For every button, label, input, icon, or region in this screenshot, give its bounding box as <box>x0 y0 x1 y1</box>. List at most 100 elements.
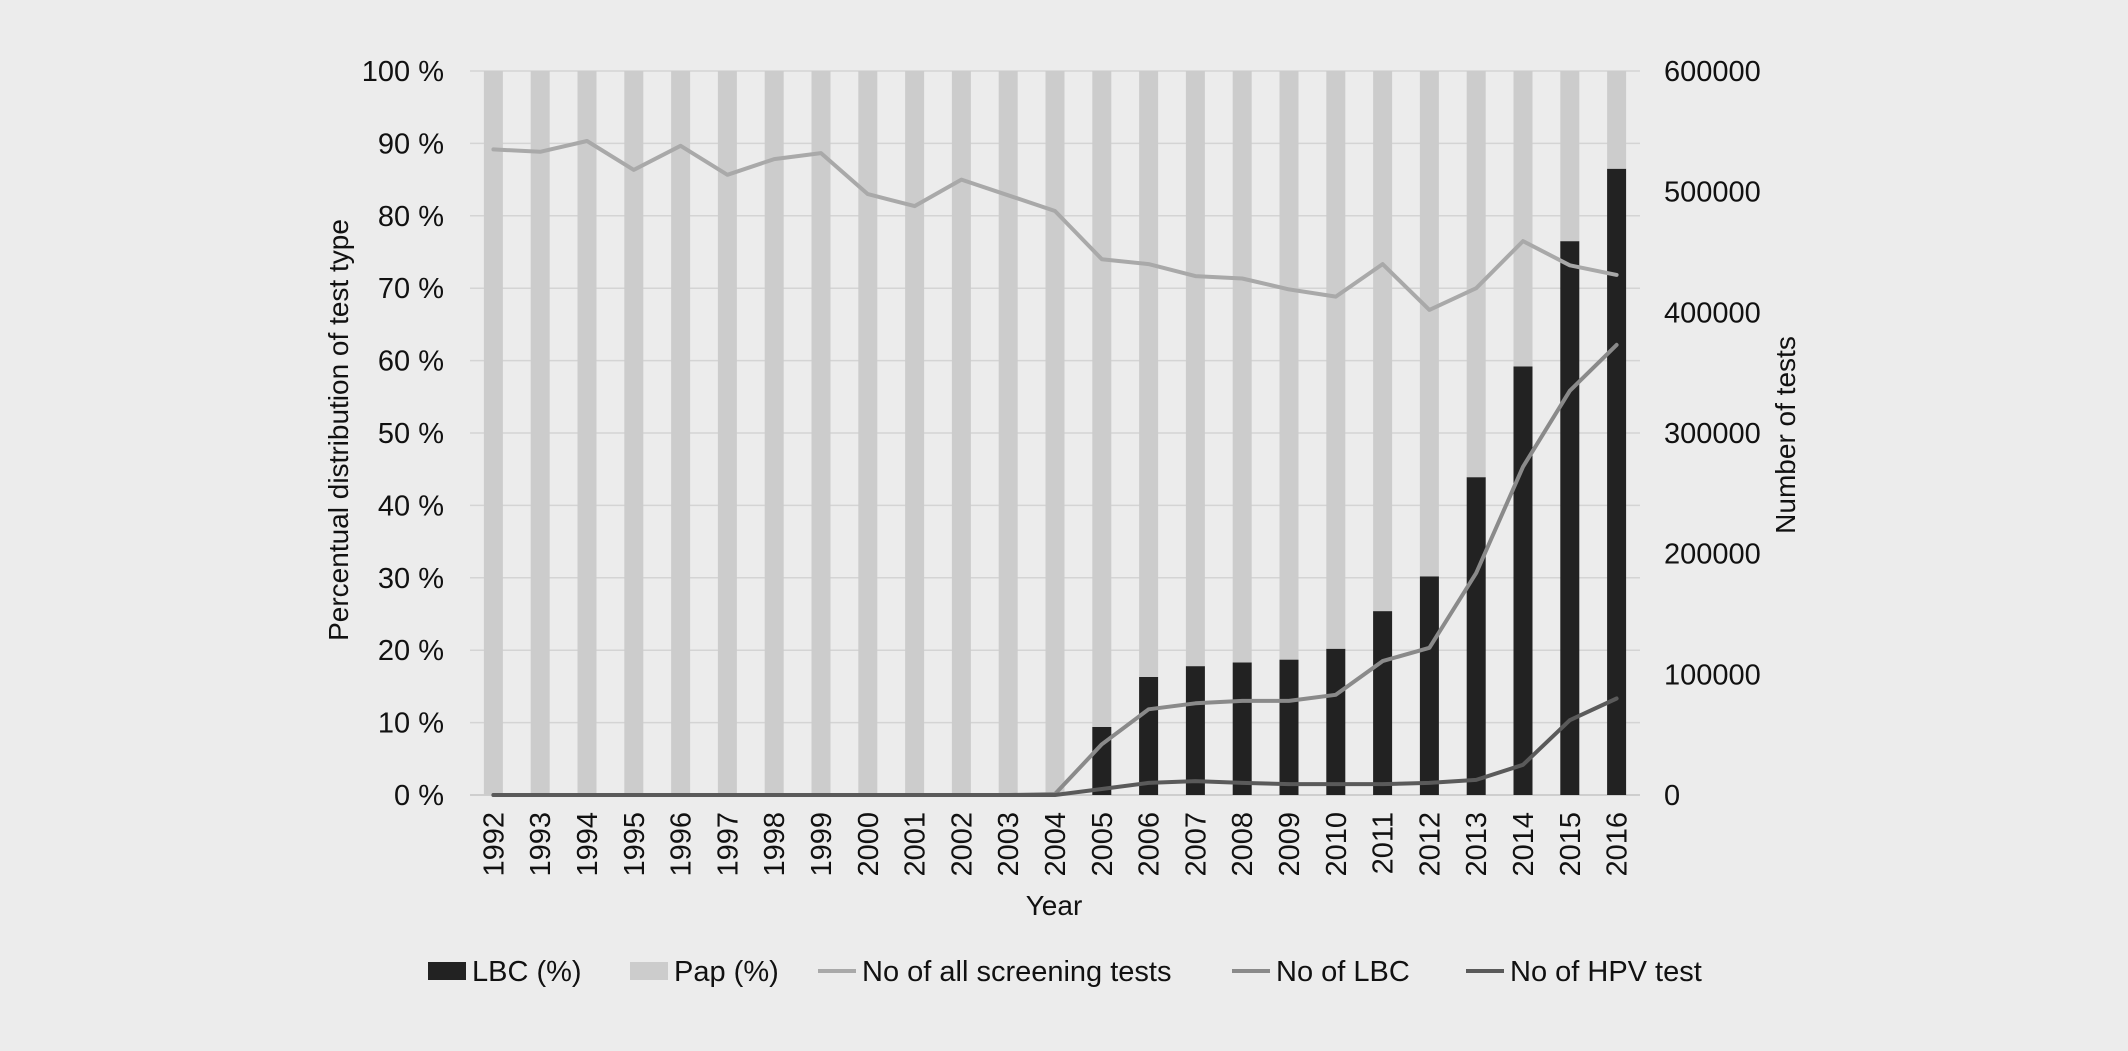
legend-label: No of LBC <box>1276 956 1410 988</box>
legend-swatch <box>630 962 668 980</box>
y-tick-label: 0 % <box>394 780 444 812</box>
bar-pap-2009 <box>1279 71 1299 660</box>
left-axis-ticks: 0 % 10 % 20 % 30 % 40 % 50 % 60 % 70 % 80 % 90 % 1… <box>362 56 444 812</box>
bar-pap-2005 <box>1092 71 1112 727</box>
bar-lbc-2006 <box>1139 676 1159 795</box>
bar-pap-2000 <box>858 71 878 795</box>
y-tick-label: 50 % <box>378 418 444 450</box>
y-axis-title: Percentual distribution of test type <box>323 219 354 641</box>
bar-pap-2001 <box>905 71 925 795</box>
y-tick-label: 60 % <box>378 346 444 378</box>
x-tick-label: 1997 <box>712 812 744 877</box>
bar-pap-2013 <box>1466 71 1486 478</box>
bar-pap-1994 <box>577 71 597 795</box>
y-tick-label: 40 % <box>378 490 444 522</box>
bar-lbc-2011 <box>1373 611 1393 795</box>
legend-label: LBC (%) <box>472 956 582 988</box>
x-tick-label: 1999 <box>806 812 838 877</box>
legend-item: No of HPV test <box>1466 956 1702 988</box>
x-tick-label: 2011 <box>1368 812 1400 874</box>
bar-pap-2006 <box>1139 71 1159 677</box>
x-tick-label: 1996 <box>666 812 698 877</box>
y2-axis-title: Number of tests <box>1770 336 1801 534</box>
x-tick-label: 1993 <box>525 812 557 877</box>
bar-layer <box>483 71 1627 796</box>
bar-pap-2011 <box>1373 71 1393 612</box>
bar-pap-1999 <box>811 71 831 795</box>
y2-tick-label: 100000 <box>1664 659 1761 691</box>
bar-lbc-2013 <box>1466 477 1486 795</box>
legend-label: Pap (%) <box>674 956 779 988</box>
bar-lbc-2016 <box>1607 168 1627 796</box>
bar-pap-2016 <box>1607 71 1627 169</box>
legend-label: No of HPV test <box>1510 956 1702 988</box>
y2-tick-label: 0 <box>1664 780 1680 812</box>
x-tick-label: 2015 <box>1555 812 1587 877</box>
bar-lbc-2014 <box>1513 366 1533 795</box>
legend-item: LBC (%) <box>428 956 582 988</box>
x-tick-label: 2005 <box>1087 812 1119 877</box>
bar-lbc-2015 <box>1560 241 1580 795</box>
x-tick-label: 2004 <box>1040 812 1072 877</box>
legend-item: Pap (%) <box>630 956 779 988</box>
y-tick-label: 90 % <box>378 128 444 160</box>
legend-item: No of LBC <box>1232 956 1410 988</box>
x-tick-label: 2013 <box>1461 812 1493 877</box>
x-axis-title: Year <box>1026 890 1083 921</box>
x-tick-label: 2000 <box>853 812 885 877</box>
legend-label: No of all screening tests <box>862 956 1171 988</box>
y-tick-label: 30 % <box>378 563 444 595</box>
x-tick-label: 2016 <box>1602 812 1634 877</box>
bar-pap-2015 <box>1560 71 1580 242</box>
bar-pap-2003 <box>998 71 1018 795</box>
x-tick-label: 2002 <box>946 812 978 877</box>
bar-pap-2002 <box>951 71 971 795</box>
bar-pap-2012 <box>1419 71 1439 577</box>
bar-lbc-2005 <box>1092 726 1112 795</box>
y-tick-label: 20 % <box>378 635 444 667</box>
bar-lbc-2012 <box>1419 576 1439 795</box>
x-tick-label: 2009 <box>1274 812 1306 877</box>
line-no-of-hpv-test <box>491 696 1619 797</box>
x-tick-label: 2003 <box>993 812 1025 877</box>
y2-tick-label: 500000 <box>1664 177 1761 209</box>
x-tick-label: 1994 <box>572 812 604 877</box>
bar-pap-1998 <box>764 71 784 795</box>
x-tick-label: 2012 <box>1414 812 1446 877</box>
x-tick-label: 1992 <box>478 812 510 877</box>
y-tick-label: 80 % <box>378 201 444 233</box>
legend: LBC (%) Pap (%) No of all screening tests N… <box>428 956 1702 988</box>
y-tick-label: 10 % <box>378 708 444 740</box>
y-tick-label: 70 % <box>378 273 444 305</box>
y-tick-label: 100 % <box>362 56 444 88</box>
y2-tick-label: 400000 <box>1664 297 1761 329</box>
x-tick-label: 2007 <box>1180 812 1212 877</box>
bar-pap-2007 <box>1185 71 1205 667</box>
bar-pap-2004 <box>1045 71 1065 795</box>
x-tick-label: 2006 <box>1134 812 1166 877</box>
x-tick-label: 2010 <box>1321 812 1353 877</box>
y2-tick-label: 200000 <box>1664 539 1761 571</box>
y2-tick-label: 300000 <box>1664 418 1761 450</box>
bar-lbc-2009 <box>1279 659 1299 795</box>
right-axis-ticks: 0 100000 200000 300000 400000 500000 600000 <box>1664 56 1761 812</box>
bar-lbc-2008 <box>1232 662 1252 795</box>
x-tick-label: 2008 <box>1227 812 1259 877</box>
x-tick-label: 2001 <box>900 812 932 877</box>
x-tick-label: 2014 <box>1508 812 1540 877</box>
line-layer <box>491 139 1619 797</box>
bar-pap-2014 <box>1513 71 1533 367</box>
x-tick-label: 1998 <box>759 812 791 877</box>
bar-pap-1992 <box>483 71 503 795</box>
bar-pap-1996 <box>671 71 691 795</box>
bar-lbc-2007 <box>1185 666 1205 795</box>
bar-pap-1993 <box>530 71 550 795</box>
bar-pap-1995 <box>624 71 644 795</box>
bar-lbc-2010 <box>1326 648 1346 795</box>
bar-pap-1997 <box>717 71 737 795</box>
bar-pap-2008 <box>1232 71 1252 663</box>
y2-tick-label: 600000 <box>1664 56 1761 88</box>
x-tick-label: 1995 <box>619 812 651 877</box>
